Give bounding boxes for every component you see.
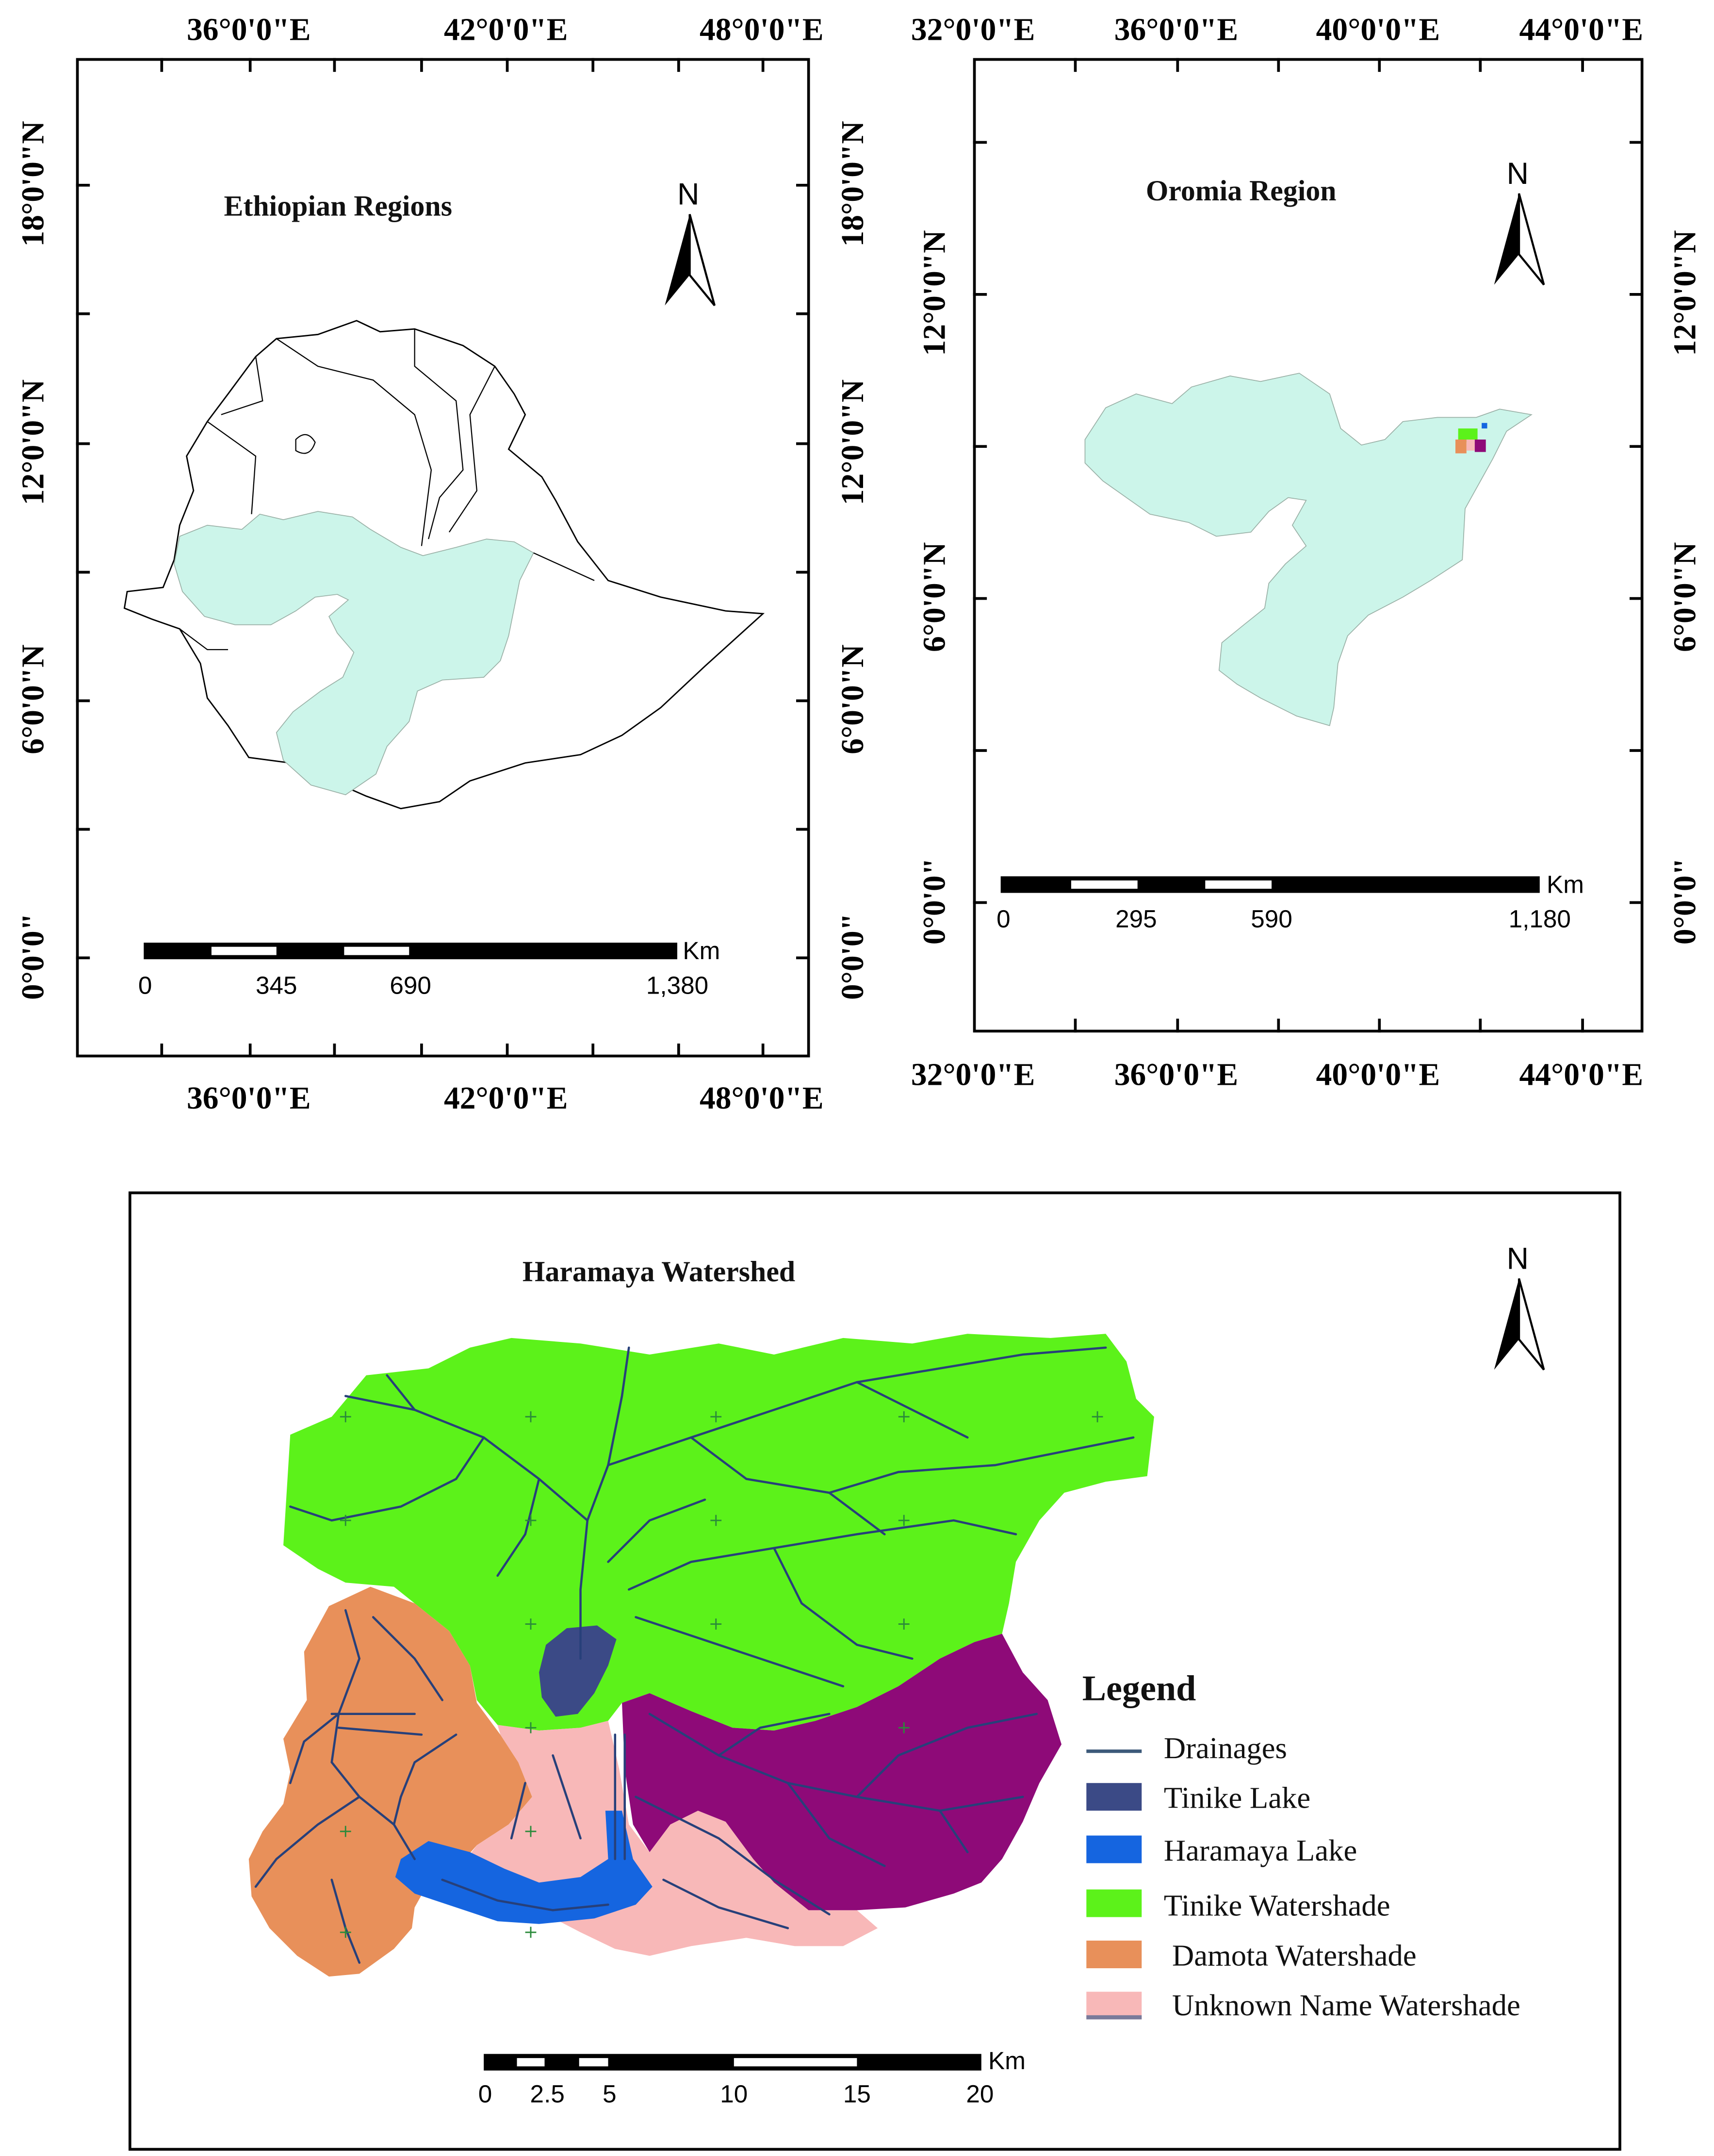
- p3-scale-label-4: 15: [843, 2080, 871, 2108]
- p2-bottom-lon-2: 36°0'0"E: [1114, 1057, 1239, 1092]
- p2-left-lat-2: 6°0'0"N: [917, 542, 952, 652]
- p3-scale-label-2: 5: [603, 2080, 617, 2108]
- p1-top-lon-2: 42°0'0"E: [443, 12, 568, 47]
- legend-haramaya-lake-label: Haramaya Lake: [1163, 1832, 1357, 1867]
- p2-scale-unit: Km: [1547, 870, 1584, 898]
- p2-title: Oromia Region: [1145, 174, 1337, 208]
- p3-map-frame: [128, 1191, 1621, 2151]
- p1-right-lat-3: 6°0'0"N: [835, 644, 870, 754]
- legend-tinike-lake-swatch: [1086, 1783, 1142, 1811]
- p2-left-lat-1: 12°0'0"N: [917, 230, 952, 356]
- p2-north-arrow-icon: [1494, 193, 1545, 286]
- p3-damota-watershade: [248, 1586, 532, 1977]
- p1-bottom-lon-1: 36°0'0"E: [187, 1080, 311, 1116]
- p1-north-label: N: [677, 177, 700, 212]
- p1-left-lat-4: 0°0'0": [16, 913, 50, 1000]
- p1-scale-label-0: 0: [138, 971, 152, 999]
- p2-top-lon-1: 32°0'0"E: [911, 12, 1035, 47]
- legend-drainages-label: Drainages: [1163, 1730, 1287, 1765]
- p1-scale-unit: Km: [683, 937, 720, 965]
- p2-scale-label-2: 590: [1251, 905, 1292, 933]
- p1-left-lat-2: 12°0'0"N: [16, 379, 50, 506]
- p3-tinike-lake: [539, 1625, 617, 1717]
- p2-scale-bar: [1000, 876, 1540, 893]
- p3-drainages: [254, 1346, 1135, 1964]
- p1-scale-label-2: 690: [390, 971, 431, 999]
- p3-scale-label-0: 0: [478, 2080, 492, 2108]
- p3-scale-bar: [484, 2054, 981, 2071]
- legend-tinike-watershade-swatch: [1086, 1889, 1142, 1917]
- legend-tinike-lake-label: Tinike Lake: [1163, 1780, 1311, 1815]
- p1-right-lat-4: 0°0'0": [835, 913, 870, 1000]
- p3-north-label: N: [1506, 1241, 1529, 1276]
- p2-bottom-lon-3: 40°0'0"E: [1316, 1057, 1440, 1092]
- legend-haramaya-lake-swatch: [1086, 1835, 1142, 1863]
- p2-top-lon-3: 40°0'0"E: [1316, 12, 1440, 47]
- p3-title: Haramaya Watershed: [522, 1255, 796, 1289]
- p2-scale-label-0: 0: [996, 905, 1011, 933]
- p3-haramaya-lake: [395, 1811, 653, 1924]
- p2-bottom-lon-1: 32°0'0"E: [911, 1057, 1035, 1092]
- p1-map-frame: [76, 58, 810, 1058]
- p2-right-lat-2: 6°0'0"N: [1667, 542, 1702, 652]
- p1-top-lon-3: 48°0'0"E: [700, 12, 824, 47]
- p1-scale-label-3: 1,380: [646, 971, 709, 999]
- p2-top-lon-4: 44°0'0"E: [1519, 12, 1644, 47]
- legend-unknown-watershade-swatch: [1086, 1992, 1142, 2020]
- p2-top-lon-2: 36°0'0"E: [1114, 12, 1239, 47]
- p1-bottom-lon-2: 42°0'0"E: [443, 1080, 568, 1116]
- p1-title: Ethiopian Regions: [224, 189, 453, 223]
- legend-tinike-watershade-label: Tinike Watershade: [1163, 1888, 1390, 1923]
- p3-purple-watershade: [622, 1633, 1062, 1911]
- p2-left-lat-3: 0°0'0": [917, 858, 952, 945]
- p1-right-lat-1: 18°0'0"N: [835, 121, 870, 247]
- p1-north-arrow-icon: [665, 214, 716, 306]
- p1-left-lat-3: 6°0'0"N: [16, 644, 50, 754]
- p1-ethiopia-map: [123, 320, 765, 810]
- p1-oromia-region: [174, 511, 534, 796]
- p2-north-label: N: [1506, 156, 1529, 191]
- legend-unknown-watershade-label: Unknown Name Watershade: [1172, 1987, 1520, 2023]
- p1-scale-bar: [144, 943, 678, 960]
- p3-scale-label-5: 20: [966, 2080, 994, 2108]
- p1-left-lat-1: 18°0'0"N: [16, 121, 50, 247]
- p3-scale-label-3: 10: [720, 2080, 748, 2108]
- p1-bottom-lon-3: 48°0'0"E: [700, 1080, 824, 1116]
- legend-damota-watershade-swatch: [1086, 1940, 1142, 1968]
- p3-scale-unit: Km: [988, 2047, 1026, 2075]
- p2-scale-label-1: 295: [1115, 905, 1157, 933]
- p2-map-frame: [973, 58, 1644, 1033]
- p2-scale-label-3: 1,180: [1508, 905, 1571, 933]
- p2-oromia-region: [1084, 373, 1533, 726]
- p3-grid-marks: [340, 1411, 1103, 1938]
- p2-right-lat-3: 0°0'0": [1667, 858, 1702, 945]
- p2-oromia-map: [1084, 373, 1533, 726]
- legend-drainages-swatch: [1086, 1749, 1142, 1753]
- p1-top-lon-1: 36°0'0"E: [187, 12, 311, 47]
- p2-right-lat-1: 12°0'0"N: [1667, 230, 1702, 356]
- p3-scale-label-1: 2.5: [530, 2080, 565, 2108]
- p3-tinike-watershade: [283, 1334, 1154, 1731]
- p1-scale-label-1: 345: [255, 971, 297, 999]
- legend-damota-watershade-label: Damota Watershade: [1172, 1938, 1417, 1973]
- p1-right-lat-2: 12°0'0"N: [835, 379, 870, 506]
- p3-north-arrow-icon: [1494, 1278, 1545, 1371]
- p2-bottom-lon-4: 44°0'0"E: [1519, 1057, 1644, 1092]
- legend-title: Legend: [1082, 1668, 1196, 1709]
- p3-watershed-map: [248, 1334, 1154, 1977]
